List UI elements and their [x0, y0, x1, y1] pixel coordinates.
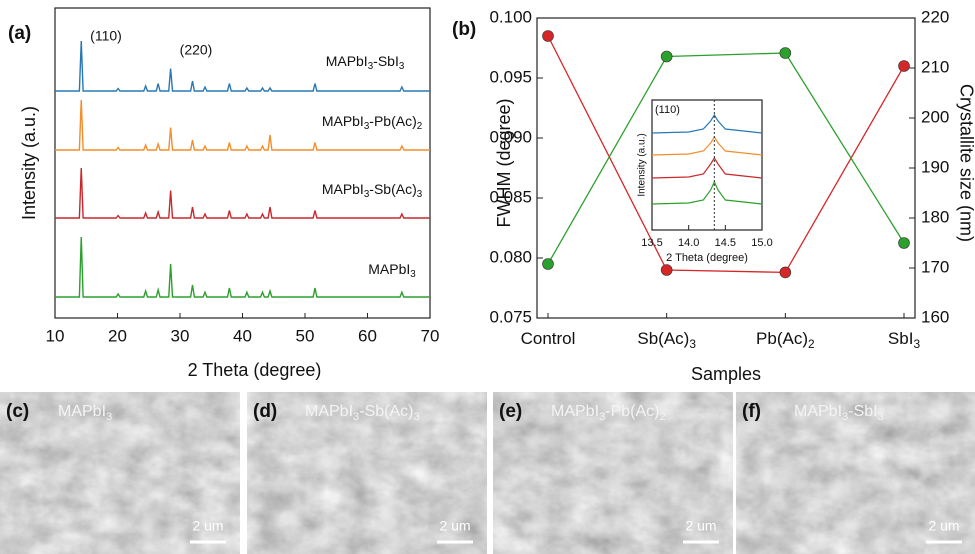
- image-label: MAPbI3-Sb(Ac)3: [305, 403, 420, 423]
- marker: [661, 265, 672, 276]
- panel-label: (a): [8, 23, 31, 44]
- x-tick-label: Pb(Ac)2: [756, 329, 815, 351]
- image-panel-label: (f): [742, 401, 761, 422]
- x-tick-label: SbI3: [888, 329, 921, 351]
- x-axis-title: Samples: [691, 364, 761, 384]
- x-tick-label: Sb(Ac)3: [637, 329, 696, 351]
- y-tick-label: 0.075: [489, 307, 532, 326]
- panel-label: (b): [452, 19, 476, 40]
- x-tick-label: 15.0: [751, 237, 772, 249]
- x-tick-label: 14.5: [715, 237, 736, 249]
- x-tick-label: 70: [421, 326, 440, 345]
- marker: [661, 51, 672, 62]
- figure: 10 20 30 40 50 60 70 MAPbI3-SbI3 MAPbI3-Pb(Ac)2 M…: [0, 0, 975, 554]
- marker: [543, 259, 554, 270]
- image-label: MAPbI3-SbI3: [794, 403, 884, 423]
- x-axis-title: 2 Theta (degree): [666, 252, 748, 264]
- image-panel-label: (d): [253, 401, 277, 422]
- x-tick-label: 13.5: [641, 237, 662, 249]
- y2-tick-label: 170: [921, 257, 949, 276]
- marker: [899, 61, 910, 72]
- x-tick-label: 20: [108, 326, 127, 345]
- image-panel-label: (c): [6, 401, 29, 422]
- scale-label: 2 um: [439, 518, 470, 534]
- x-axis-title: 2 Theta (degree): [188, 360, 322, 380]
- annotation: (110): [655, 104, 680, 116]
- x-tick-label: 14.0: [678, 237, 699, 249]
- scale-label: 2 um: [192, 518, 223, 534]
- series-label: MAPbI3: [368, 261, 416, 280]
- scale-label: 2 um: [685, 518, 716, 534]
- scale-label: 2 um: [928, 518, 959, 534]
- y2-tick-label: 180: [921, 207, 949, 226]
- y-tick-label: 0.100: [489, 7, 532, 26]
- y2-tick-label: 210: [921, 57, 949, 76]
- series-label: MAPbI3-Pb(Ac)2: [322, 113, 422, 132]
- series-label: MAPbI3-SbI3: [326, 53, 405, 72]
- marker: [780, 48, 791, 59]
- annotation: (220): [180, 42, 213, 58]
- marker: [780, 267, 791, 278]
- x-tick-label: 50: [296, 326, 315, 345]
- image-label: MAPbI3: [58, 403, 112, 423]
- x-tick-label: 30: [171, 326, 190, 345]
- marker: [899, 238, 910, 249]
- x-tick-label: 40: [233, 326, 252, 345]
- y-tick-label: 0.095: [489, 67, 532, 86]
- marker: [543, 31, 554, 42]
- y2-tick-label: 160: [921, 307, 949, 326]
- y-axis-title: Intensity (a.u.): [637, 133, 648, 196]
- image-label: MAPbI3-Pb(Ac)2: [551, 403, 666, 423]
- y2-tick-label: 190: [921, 157, 949, 176]
- x-tick-label: 10: [46, 326, 65, 345]
- y-axis-title: FWHM (degree): [494, 98, 514, 227]
- x-tick-label: Control: [521, 329, 576, 348]
- y-axis-title: Intensity (a.u.): [19, 106, 39, 220]
- y2-axis-title: Crystallite size (nm): [956, 84, 975, 242]
- series-label: MAPbI3-Sb(Ac)3: [322, 181, 423, 200]
- plot-frame: [652, 100, 762, 230]
- y-tick-label: 0.080: [489, 247, 532, 266]
- y2-tick-label: 220: [921, 7, 949, 26]
- annotation: (110): [90, 28, 122, 44]
- x-tick-label: 60: [358, 326, 377, 345]
- y2-tick-label: 200: [921, 107, 949, 126]
- image-panel-label: (e): [499, 401, 522, 422]
